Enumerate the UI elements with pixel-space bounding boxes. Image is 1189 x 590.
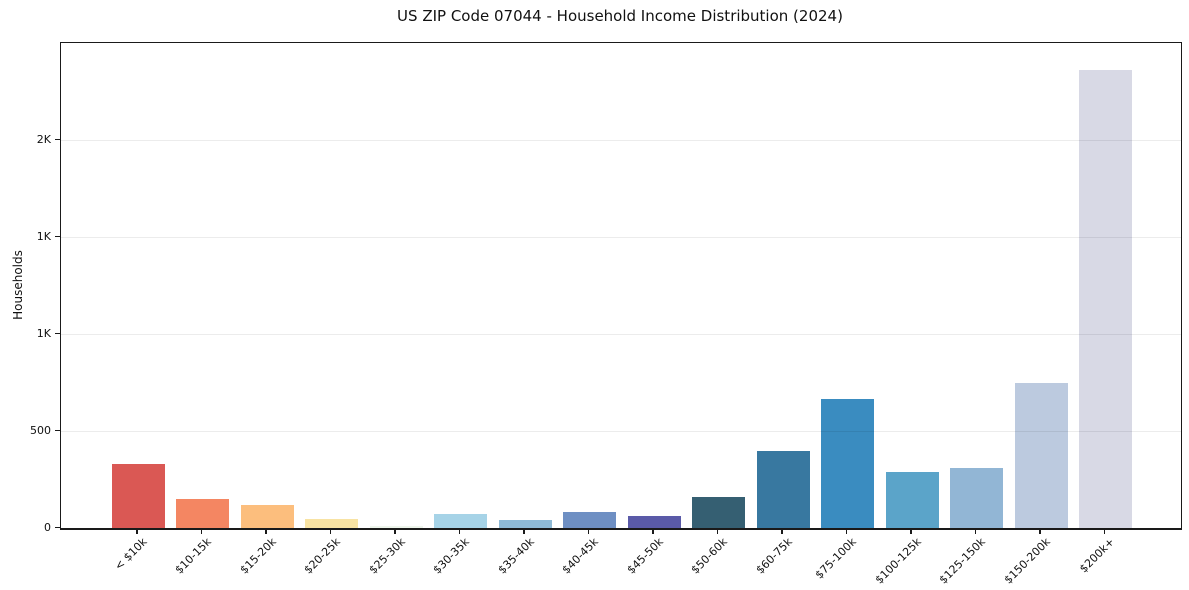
x-tick-label: $60-75k xyxy=(753,535,795,577)
bar-$15-20k xyxy=(240,504,294,528)
bar-$60-75k xyxy=(756,451,810,528)
x-tick-mark xyxy=(523,529,525,534)
x-tick-label: $40-45k xyxy=(559,535,601,577)
x-tick-mark xyxy=(136,529,138,534)
x-tick-label: $100-125k xyxy=(872,535,924,587)
x-tick-mark xyxy=(1103,529,1106,534)
y-tick-mark xyxy=(55,526,60,528)
x-tick-label: $150-200k xyxy=(1001,535,1053,587)
gridline-1000 xyxy=(61,334,1181,335)
x-tick-mark xyxy=(652,529,654,534)
x-tick-label: $50-60k xyxy=(688,535,730,577)
bar-$45-50k xyxy=(627,515,681,528)
bar-$25-30k xyxy=(369,525,423,528)
bar-< $10k xyxy=(111,463,165,528)
y-tick-label: 2K xyxy=(36,132,51,146)
x-tick-label: $10-15k xyxy=(172,535,214,577)
x-tick-mark xyxy=(200,529,203,534)
bar-$75-100k xyxy=(821,399,874,528)
x-tick-label: $35-40k xyxy=(495,535,537,577)
y-tick-label: 1K xyxy=(36,326,51,340)
y-tick-label: 500 xyxy=(30,423,51,437)
y-tick-mark xyxy=(55,138,60,140)
bar-$150-200k xyxy=(1014,383,1068,528)
x-tick-mark xyxy=(910,529,912,534)
y-tick-mark xyxy=(55,332,60,334)
gridline-2000 xyxy=(61,140,1181,141)
gridline-1500 xyxy=(61,237,1181,238)
x-tick-mark xyxy=(265,529,267,534)
gridline-500 xyxy=(61,431,1181,432)
chart-title: US ZIP Code 07044 - Household Income Dis… xyxy=(397,7,843,25)
x-tick-mark xyxy=(781,529,783,534)
bar-$40-45k xyxy=(563,511,616,528)
x-tick-mark xyxy=(587,529,590,534)
bar-$50-60k xyxy=(692,496,745,528)
x-tick-label: $20-25k xyxy=(301,535,343,577)
bar-$35-40k xyxy=(498,519,552,528)
bar-$20-25k xyxy=(305,519,358,528)
bar-$200k+ xyxy=(1079,70,1132,528)
x-tick-label: $45-50k xyxy=(624,535,666,577)
y-tick-label: 1K xyxy=(36,229,51,243)
x-tick-mark xyxy=(845,529,848,534)
x-tick-mark xyxy=(716,529,719,534)
x-tick-label: $75-100k xyxy=(812,535,859,582)
y-tick-label: 0 xyxy=(44,520,51,534)
x-tick-mark xyxy=(329,529,332,534)
x-tick-label: $30-35k xyxy=(430,535,472,577)
x-tick-mark xyxy=(458,529,461,534)
x-tick-label: $200k+ xyxy=(1076,535,1117,576)
y-tick-mark xyxy=(55,429,60,431)
y-tick-mark xyxy=(55,235,60,237)
x-tick-label: $125-150k xyxy=(936,535,988,587)
x-tick-mark xyxy=(974,529,977,534)
x-tick-mark xyxy=(394,529,396,534)
plot-area xyxy=(60,42,1182,530)
bar-$125-150k xyxy=(950,467,1003,528)
x-tick-label: $15-20k xyxy=(237,535,279,577)
y-axis-label: Households xyxy=(11,250,25,320)
bar-$10-15k xyxy=(176,498,229,528)
x-tick-label: < $10k xyxy=(111,535,150,573)
bar-$30-35k xyxy=(434,514,487,528)
x-tick-mark xyxy=(1039,529,1041,534)
x-tick-label: $25-30k xyxy=(366,535,408,577)
bar-$100-125k xyxy=(885,471,939,528)
